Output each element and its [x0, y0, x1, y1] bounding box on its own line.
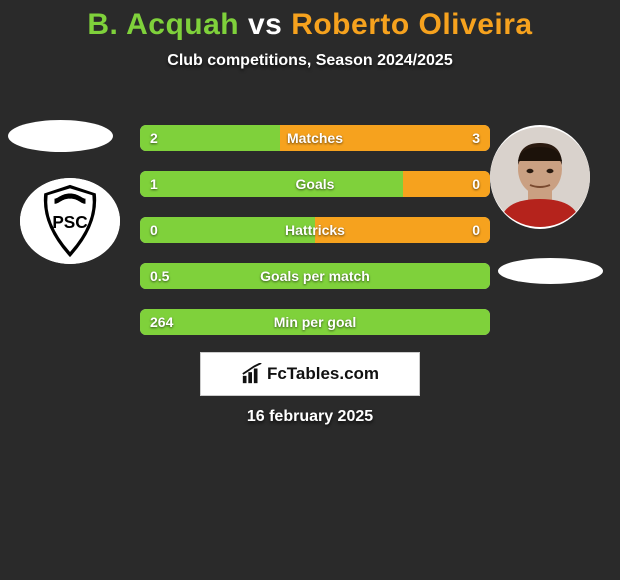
stat-label: Hattricks: [140, 217, 490, 243]
stat-label: Matches: [140, 125, 490, 151]
player2-team-ellipse: [498, 258, 603, 284]
vs-word: vs: [248, 8, 282, 41]
stat-row: 23Matches: [140, 125, 490, 151]
stat-row: 00Hattricks: [140, 217, 490, 243]
branding-text: FcTables.com: [267, 364, 379, 384]
stat-label: Goals per match: [140, 263, 490, 289]
stat-row: 264Min per goal: [140, 309, 490, 335]
stat-label: Min per goal: [140, 309, 490, 335]
player-photo-placeholder-icon: [490, 125, 590, 229]
stat-row: 0.5Goals per match: [140, 263, 490, 289]
svg-text:PSC: PSC: [52, 212, 87, 232]
portimonense-crest-icon: PSC: [20, 178, 120, 264]
stats-container: 23Matches 10Goals 00Hattricks 0.5Goals per …: [140, 125, 490, 355]
player1-club-badge: PSC: [20, 178, 120, 264]
player1-name: B. Acquah: [87, 8, 239, 41]
snapshot-date: 16 february 2025: [0, 408, 620, 426]
branding-badge: FcTables.com: [200, 352, 420, 396]
fctables-logo-icon: [241, 363, 263, 385]
stat-row: 10Goals: [140, 171, 490, 197]
player1-team-ellipse: [8, 120, 113, 152]
comparison-title: B. Acquah vs Roberto Oliveira: [0, 0, 620, 42]
player2-name: Roberto Oliveira: [291, 8, 532, 41]
player2-photo: [490, 125, 590, 229]
subtitle: Club competitions, Season 2024/2025: [0, 52, 620, 70]
stat-label: Goals: [140, 171, 490, 197]
